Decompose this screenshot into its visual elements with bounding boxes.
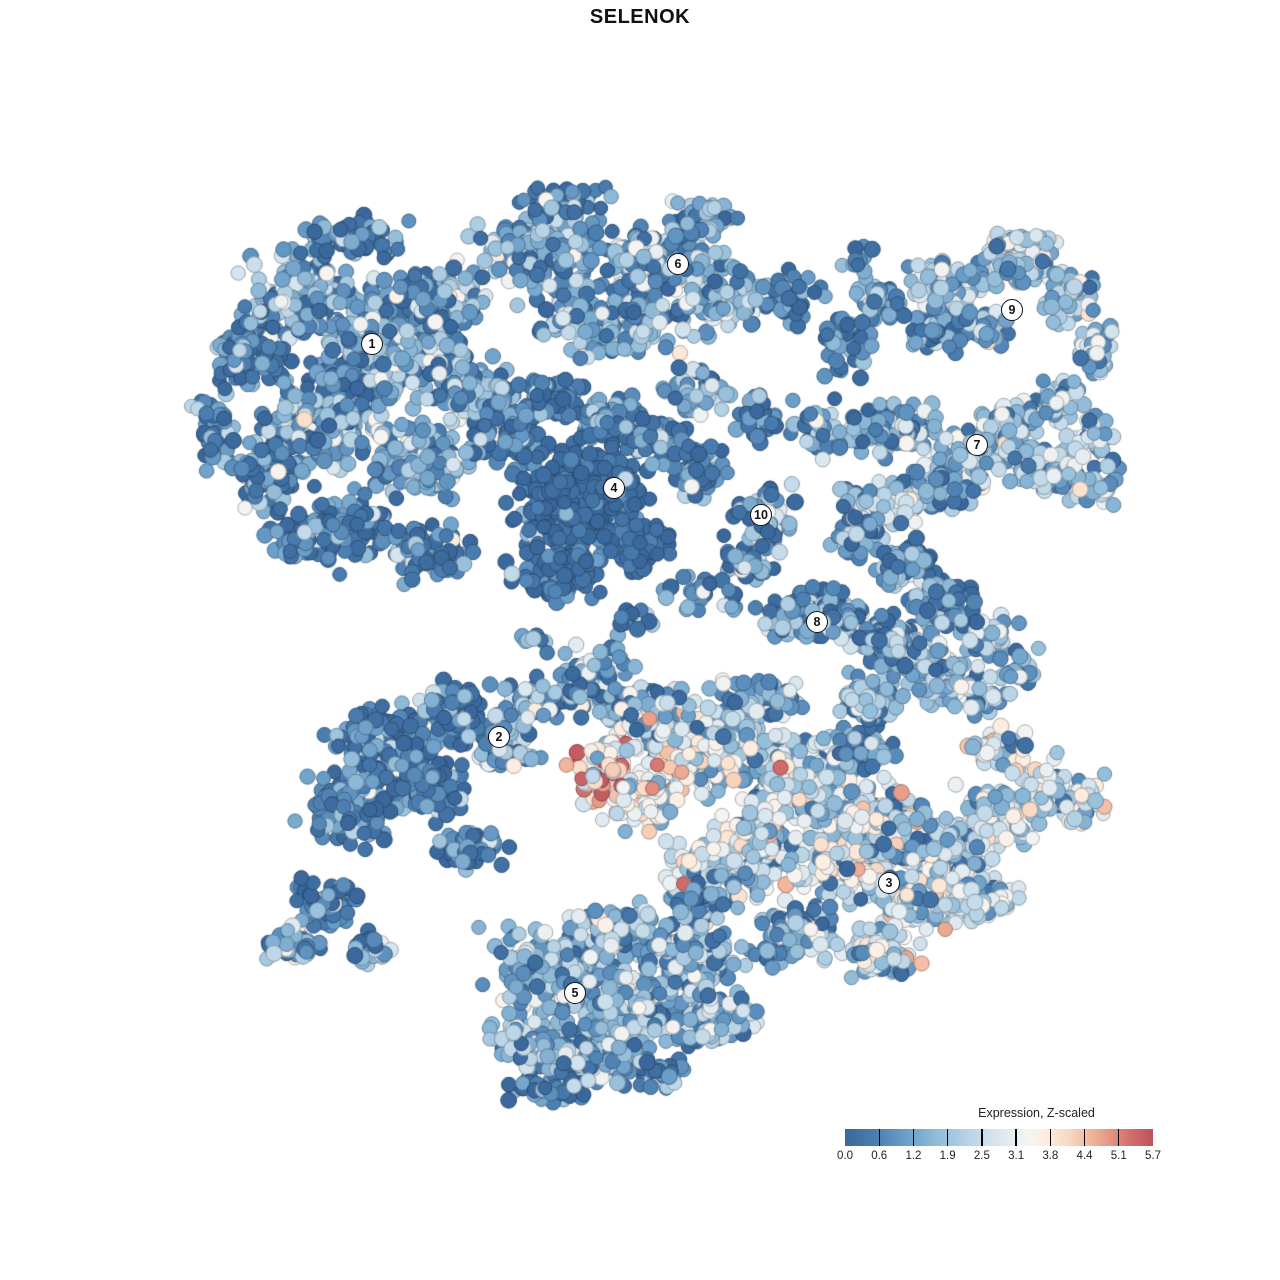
legend-tick [1015, 1129, 1017, 1146]
legend-title: Expression, Z-scaled [978, 1106, 1095, 1120]
cluster-label-4: 4 [603, 477, 625, 499]
legend-tick-label: 1.9 [939, 1150, 956, 1162]
cluster-label-8: 8 [806, 611, 828, 633]
legend-tick [981, 1129, 983, 1146]
cluster-label-5: 5 [564, 982, 586, 1004]
legend-tick-label: 2.5 [973, 1150, 990, 1162]
legend-tick-label: 5.7 [1145, 1150, 1161, 1162]
legend-tick [912, 1129, 915, 1146]
legend-colorbar [845, 1129, 1153, 1146]
legend-tick [1049, 1129, 1052, 1146]
legend-tick [946, 1129, 949, 1146]
legend-tick-labels: 0.0 0.6 1.2 1.9 2.5 3.1 3.8 4.4 5.1 5.7 [837, 1150, 1161, 1164]
cluster-label-6: 6 [667, 253, 689, 275]
cluster-label-7: 7 [966, 434, 988, 456]
legend-tick-label: 3.8 [1042, 1150, 1059, 1162]
cluster-label-9: 9 [1001, 299, 1023, 321]
page-title: SELENOK [589, 6, 691, 28]
legend-tick-label: 3.1 [1008, 1150, 1025, 1162]
legend-tick-label: 0.6 [871, 1150, 888, 1162]
legend-tick-label: 0.0 [837, 1150, 853, 1162]
legend-tick [1083, 1129, 1086, 1146]
legend-tick [878, 1129, 880, 1146]
cluster-label-2: 2 [488, 726, 510, 748]
legend-tick-label: 5.1 [1110, 1150, 1127, 1162]
cluster-label-3: 3 [878, 872, 900, 894]
legend-tick-label: 4.4 [1076, 1150, 1093, 1162]
cluster-label-10: 10 [750, 504, 772, 526]
legend-tick-label: 1.2 [905, 1150, 922, 1162]
cluster-label-1: 1 [361, 333, 383, 355]
legend-tick [1118, 1129, 1120, 1146]
